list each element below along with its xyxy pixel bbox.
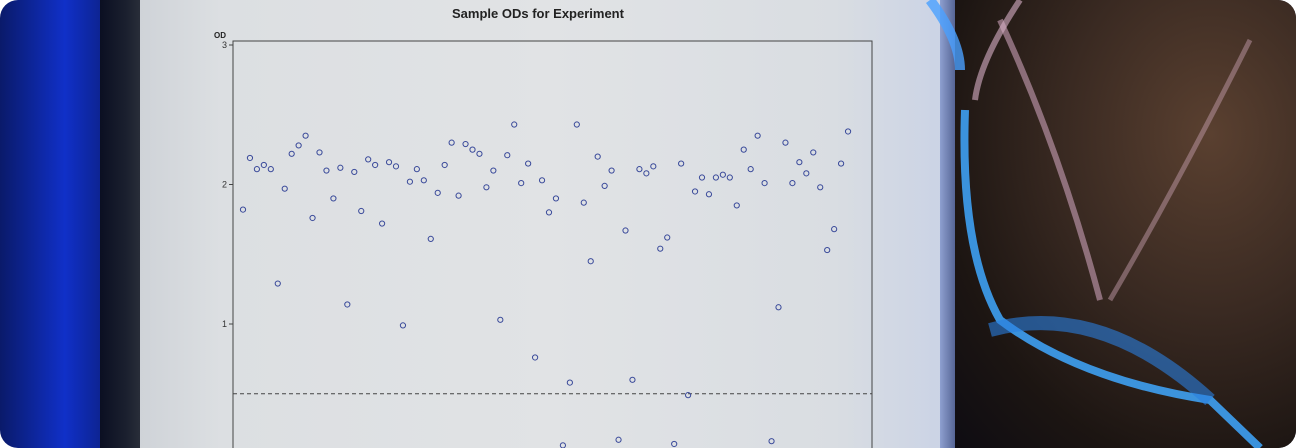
data-point <box>372 161 379 169</box>
data-point <box>365 156 372 163</box>
data-point <box>844 128 852 135</box>
data-point <box>636 166 643 173</box>
y-axis-label: OD <box>214 31 226 40</box>
monitor-screen <box>140 0 958 448</box>
data-point <box>434 189 441 196</box>
data-point <box>344 301 351 308</box>
data-point <box>650 163 657 170</box>
data-point <box>378 220 386 227</box>
data-point <box>260 161 267 169</box>
y-tick-label: 3 <box>222 40 227 50</box>
data-point <box>657 245 664 252</box>
data-point <box>330 195 337 202</box>
plot-frame <box>232 40 873 448</box>
data-point <box>302 132 309 139</box>
data-point <box>594 153 601 160</box>
data-point <box>351 168 358 176</box>
y-tick-label: 2 <box>222 180 227 190</box>
data-point <box>281 185 288 192</box>
data-point <box>441 161 448 169</box>
data-point <box>239 206 247 213</box>
data-point <box>316 149 323 156</box>
data-point <box>733 202 740 209</box>
data-point <box>831 226 838 233</box>
data-point <box>246 154 254 162</box>
data-point <box>712 174 720 181</box>
data-point <box>497 316 504 323</box>
data-point <box>698 174 706 181</box>
data-point <box>399 322 407 329</box>
data-point <box>747 166 754 173</box>
data-point <box>775 304 782 311</box>
data-point <box>691 188 699 195</box>
data-point <box>740 146 747 153</box>
data-point <box>358 207 365 215</box>
data-point <box>566 379 573 386</box>
data-point <box>810 149 817 156</box>
data-point <box>615 436 622 443</box>
data-point <box>531 354 539 361</box>
data-point <box>525 160 532 167</box>
data-point <box>476 150 483 157</box>
data-point <box>295 142 302 149</box>
data-point <box>490 167 497 174</box>
data-point <box>719 171 726 178</box>
data-point <box>622 227 629 234</box>
data-point <box>664 234 671 241</box>
data-point <box>768 438 775 445</box>
data-point <box>504 152 511 159</box>
data-point <box>309 214 316 222</box>
data-point <box>726 174 733 181</box>
data-point <box>608 167 615 174</box>
data-point <box>789 180 796 187</box>
data-point <box>629 376 636 383</box>
data-point <box>573 121 580 128</box>
data-point <box>552 195 560 202</box>
data-point <box>796 159 803 166</box>
data-point <box>782 139 789 146</box>
data-point <box>253 166 261 173</box>
data-point <box>518 180 525 187</box>
data-point <box>587 258 594 265</box>
data-point <box>392 163 400 170</box>
data-point <box>455 192 462 199</box>
data-point <box>761 180 768 187</box>
chart-title: Sample ODs for Experiment <box>452 6 625 21</box>
data-point <box>448 139 455 146</box>
data-point <box>643 170 650 177</box>
data-point <box>288 150 295 157</box>
data-point <box>413 166 420 173</box>
data-point <box>462 140 469 148</box>
data-point <box>420 177 427 184</box>
data-point <box>337 164 344 171</box>
data-point <box>538 177 546 184</box>
data-point <box>385 159 393 166</box>
data-point <box>754 132 761 139</box>
data-point <box>469 146 476 153</box>
data-point <box>483 184 490 191</box>
data-point <box>406 178 414 185</box>
monitor-bezel-left <box>100 0 142 448</box>
data-point <box>511 121 518 128</box>
data-point <box>323 167 330 174</box>
data-point <box>671 440 678 448</box>
data-point <box>684 392 692 399</box>
data-point <box>824 246 831 254</box>
data-point <box>427 235 434 243</box>
data-point <box>817 184 824 191</box>
data-point <box>580 199 587 206</box>
data-point <box>803 170 810 177</box>
data-point <box>601 182 608 189</box>
data-point <box>837 160 845 167</box>
data-point <box>267 166 274 173</box>
data-point <box>545 209 553 216</box>
y-tick-label: 1 <box>222 319 227 329</box>
data-point <box>559 442 567 448</box>
data-point <box>274 280 281 287</box>
data-point <box>678 160 685 167</box>
data-point <box>705 191 713 198</box>
